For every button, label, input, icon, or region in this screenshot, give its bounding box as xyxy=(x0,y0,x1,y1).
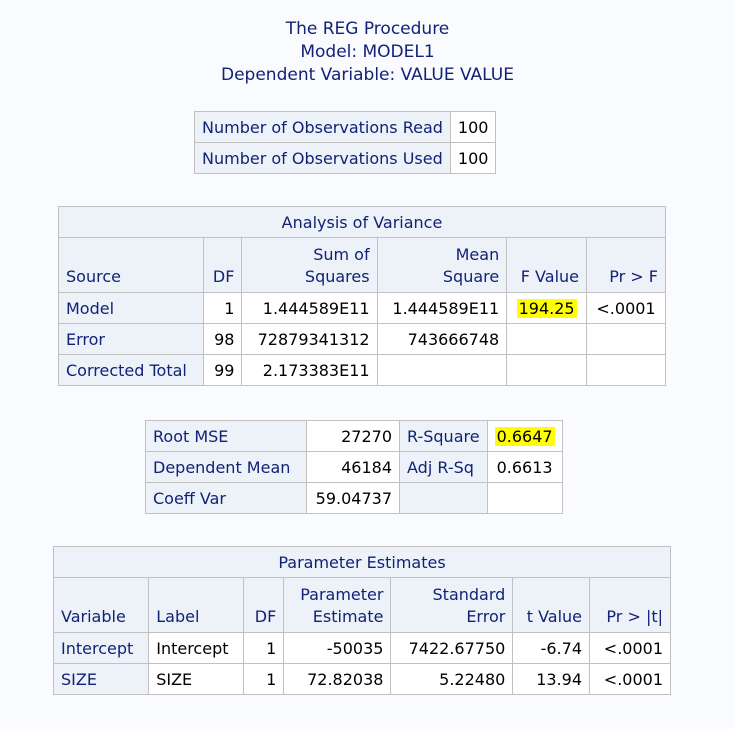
anova-caption: Analysis of Variance xyxy=(58,206,666,238)
fit-label: Adj R-Sq xyxy=(399,451,488,483)
fit-label: Coeff Var xyxy=(145,482,307,514)
p-cell xyxy=(586,323,666,355)
p-cell: <.0001 xyxy=(589,632,671,664)
fit-label xyxy=(399,482,488,514)
fit-label: Root MSE xyxy=(145,420,307,452)
obs-read-value: 100 xyxy=(449,111,497,143)
col-label: Label xyxy=(148,577,245,633)
obs-read-label: Number of Observations Read xyxy=(194,111,451,143)
table-row: Root MSE 27270 R-Square 0.6647 xyxy=(145,420,563,452)
f-cell xyxy=(506,354,587,386)
df-cell: 99 xyxy=(202,354,243,386)
table-row: Intercept Intercept 1 -50035 7422.67750 … xyxy=(52,632,671,664)
obs-used-label: Number of Observations Used xyxy=(194,142,451,174)
fit-label: Dependent Mean xyxy=(145,451,307,483)
col-est-line2: Estimate xyxy=(312,607,384,626)
fit-value: 46184 xyxy=(306,451,400,483)
source-cell: Error xyxy=(58,323,204,355)
col-f-value: F Value xyxy=(506,237,587,293)
table-row: Error 98 72879341312 743666748 xyxy=(58,323,666,355)
label-cell: SIZE xyxy=(148,663,245,695)
dependent-variable-title: Dependent Variable: VALUE VALUE xyxy=(221,65,514,85)
fit-label: R-Square xyxy=(399,420,488,452)
source-cell: Model xyxy=(58,292,204,324)
col-mean-square: Mean Square xyxy=(376,237,508,293)
stderr-cell: 5.22480 xyxy=(390,663,514,695)
fit-statistics-table: Root MSE 27270 R-Square 0.6647 Dependent… xyxy=(145,420,563,514)
ms-cell: 1.444589E11 xyxy=(376,292,508,324)
f-value-highlight: 194.25 xyxy=(516,298,577,318)
label-cell: Intercept xyxy=(148,632,245,664)
col-est-line1: Parameter xyxy=(300,585,384,604)
col-se-line1: Standard xyxy=(432,585,506,604)
col-pr-t: Pr > |t| xyxy=(589,577,671,633)
ms-cell: 743666748 xyxy=(376,323,508,355)
p-cell xyxy=(586,354,666,386)
anova-header-row: Source DF Sum of Squares Mean Square F V… xyxy=(58,237,666,293)
col-sum-of-squares: Sum of Squares xyxy=(241,237,378,293)
fit-value xyxy=(486,482,563,514)
col-variable: Variable xyxy=(52,577,150,633)
col-ms-line2: Square xyxy=(442,267,500,286)
col-df: DF xyxy=(243,577,285,633)
source-cell: Corrected Total xyxy=(58,354,204,386)
r-square-highlight: 0.6647 xyxy=(494,426,555,446)
estimate-cell: 72.82038 xyxy=(283,663,392,695)
parameter-estimates-table: Parameter Estimates Variable Label DF Pa… xyxy=(52,546,671,695)
p-cell: <.0001 xyxy=(589,663,671,695)
table-row: Corrected Total 99 2.173383E11 xyxy=(58,354,666,386)
df-cell: 1 xyxy=(202,292,243,324)
col-parameter-estimate: Parameter Estimate xyxy=(283,577,392,633)
col-t-value: t Value xyxy=(512,577,590,633)
f-cell: 194.25 xyxy=(506,292,587,324)
df-cell: 1 xyxy=(243,632,285,664)
procedure-title: The REG Procedure xyxy=(285,19,450,39)
col-source: Source xyxy=(58,237,204,293)
ss-cell: 1.444589E11 xyxy=(241,292,378,324)
table-row: Number of Observations Used 100 xyxy=(194,142,497,174)
col-ss-line1: Sum of xyxy=(313,245,370,264)
estimate-cell: -50035 xyxy=(283,632,392,664)
ss-cell: 72879341312 xyxy=(241,323,378,355)
col-standard-error: Standard Error xyxy=(390,577,514,633)
table-row: Coeff Var 59.04737 xyxy=(145,482,563,514)
df-cell: 1 xyxy=(243,663,285,695)
fit-value: 0.6647 xyxy=(486,420,563,452)
params-header-row: Variable Label DF Parameter Estimate Sta… xyxy=(52,577,671,633)
fit-value: 59.04737 xyxy=(306,482,400,514)
ms-cell xyxy=(376,354,508,386)
obs-used-value: 100 xyxy=(449,142,497,174)
table-row: Model 1 1.444589E11 1.444589E11 194.25 <… xyxy=(58,292,666,324)
t-cell: 13.94 xyxy=(512,663,590,695)
fit-value: 27270 xyxy=(306,420,400,452)
col-ms-line1: Mean xyxy=(455,245,500,264)
df-cell: 98 xyxy=(202,323,243,355)
col-ss-line2: Squares xyxy=(304,267,370,286)
params-caption: Parameter Estimates xyxy=(53,546,671,578)
t-cell: -6.74 xyxy=(512,632,590,664)
stderr-cell: 7422.67750 xyxy=(390,632,514,664)
table-row: Number of Observations Read 100 xyxy=(194,111,497,143)
col-se-line2: Error xyxy=(466,607,506,626)
col-df: DF xyxy=(202,237,243,293)
fit-value: 0.6613 xyxy=(486,451,563,483)
f-cell xyxy=(506,323,587,355)
variable-cell: SIZE xyxy=(52,663,150,695)
table-row: Dependent Mean 46184 Adj R-Sq 0.6613 xyxy=(145,451,563,483)
observations-table: Number of Observations Read 100 Number o… xyxy=(194,111,497,174)
table-row: SIZE SIZE 1 72.82038 5.22480 13.94 <.000… xyxy=(52,663,671,695)
output-titles: The REG Procedure Model: MODEL1 Dependen… xyxy=(0,18,735,87)
model-title: Model: MODEL1 xyxy=(300,42,435,62)
p-cell: <.0001 xyxy=(586,292,666,324)
variable-cell: Intercept xyxy=(52,632,150,664)
anova-table: Analysis of Variance Source DF Sum of Sq… xyxy=(58,206,666,386)
col-pr-f: Pr > F xyxy=(586,237,666,293)
ss-cell: 2.173383E11 xyxy=(241,354,378,386)
